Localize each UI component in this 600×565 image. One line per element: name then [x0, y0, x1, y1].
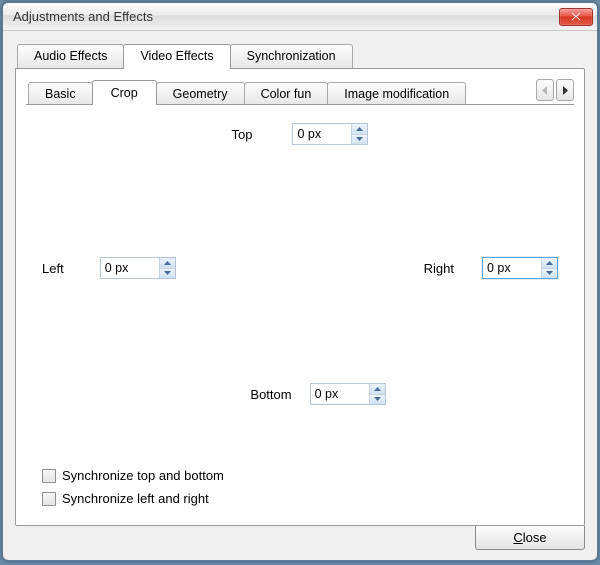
tab-scroll-left[interactable]: [536, 79, 554, 101]
spin-buttons: [351, 124, 367, 144]
crop-left-input[interactable]: [101, 258, 159, 278]
crop-panel: Top Left: [26, 104, 574, 520]
crop-left-label: Left: [42, 261, 64, 276]
sync-top-bottom-label: Synchronize top and bottom: [62, 468, 224, 483]
tab-image-modification[interactable]: Image modification: [327, 82, 466, 105]
spin-buttons: [369, 384, 385, 404]
chevron-down-icon: [374, 397, 381, 401]
spin-buttons: [541, 258, 557, 278]
footer: Close: [475, 524, 585, 550]
outer-tabs: Audio Effects Video Effects Synchronizat…: [15, 43, 585, 526]
tab-label: Crop: [111, 86, 138, 100]
close-button[interactable]: [559, 8, 593, 26]
window: Adjustments and Effects Audio Effects Vi…: [2, 2, 598, 561]
tab-label: Basic: [45, 87, 76, 101]
close-label-underline: C: [513, 530, 522, 545]
sync-top-bottom-row[interactable]: Synchronize top and bottom: [42, 468, 224, 483]
video-effects-panel: Basic Crop Geometry Color fun Image modi…: [15, 68, 585, 526]
spin-up-button[interactable]: [542, 258, 557, 268]
sync-left-right-label: Synchronize left and right: [62, 491, 209, 506]
tab-crop[interactable]: Crop: [92, 80, 157, 105]
tab-synchronization[interactable]: Synchronization: [230, 44, 353, 69]
crop-right-spinbox[interactable]: [482, 257, 558, 279]
spin-down-button[interactable]: [160, 268, 175, 279]
tab-label: Synchronization: [247, 49, 336, 63]
spin-up-button[interactable]: [160, 258, 175, 268]
tab-geometry[interactable]: Geometry: [156, 82, 245, 105]
tab-label: Geometry: [173, 87, 228, 101]
crop-bottom-label: Bottom: [250, 387, 291, 402]
chevron-up-icon: [164, 261, 171, 265]
crop-top-row: Top: [26, 123, 574, 145]
crop-bottom-spinbox[interactable]: [310, 383, 386, 405]
tab-basic[interactable]: Basic: [28, 82, 93, 105]
tab-scroll-right[interactable]: [556, 79, 574, 101]
close-icon: [571, 12, 581, 21]
crop-top-label: Top: [232, 127, 253, 142]
close-dialog-button[interactable]: Close: [475, 524, 585, 550]
crop-bottom-input[interactable]: [311, 384, 369, 404]
crop-right-label: Right: [424, 261, 454, 276]
sync-left-right-checkbox[interactable]: [42, 492, 56, 506]
chevron-up-icon: [546, 261, 553, 265]
crop-bottom-row: Bottom: [26, 383, 574, 405]
crop-right-input[interactable]: [483, 258, 541, 278]
tab-label: Video Effects: [140, 49, 213, 63]
outer-tabstrip: Audio Effects Video Effects Synchronizat…: [17, 43, 585, 68]
chevron-up-icon: [374, 387, 381, 391]
crop-top-input[interactable]: [293, 124, 351, 144]
chevron-right-icon: [562, 86, 568, 95]
sync-checks: Synchronize top and bottom Synchronize l…: [42, 468, 224, 506]
sync-left-right-row[interactable]: Synchronize left and right: [42, 491, 224, 506]
spin-down-button[interactable]: [542, 268, 557, 279]
spin-down-button[interactable]: [370, 394, 385, 405]
tab-label: Audio Effects: [34, 49, 107, 63]
inner-tabstrip: Basic Crop Geometry Color fun Image modi…: [28, 79, 574, 104]
tab-audio-effects[interactable]: Audio Effects: [17, 44, 124, 69]
crop-right-row: Right: [424, 257, 558, 279]
chevron-up-icon: [356, 127, 363, 131]
sync-top-bottom-checkbox[interactable]: [42, 469, 56, 483]
tab-video-effects[interactable]: Video Effects: [123, 44, 230, 69]
spin-down-button[interactable]: [352, 134, 367, 145]
chevron-down-icon: [356, 137, 363, 141]
tab-label: Image modification: [344, 87, 449, 101]
chevron-down-icon: [546, 271, 553, 275]
spin-up-button[interactable]: [352, 124, 367, 134]
tab-scroll-buttons: [534, 79, 574, 101]
spin-up-button[interactable]: [370, 384, 385, 394]
crop-left-row: Left: [42, 257, 176, 279]
crop-left-spinbox[interactable]: [100, 257, 176, 279]
crop-top-spinbox[interactable]: [292, 123, 368, 145]
chevron-down-icon: [164, 271, 171, 275]
tab-color-fun[interactable]: Color fun: [244, 82, 329, 105]
chevron-left-icon: [542, 86, 548, 95]
spin-buttons: [159, 258, 175, 278]
window-title: Adjustments and Effects: [13, 9, 559, 24]
close-label-post: lose: [523, 530, 547, 545]
client-area: Audio Effects Video Effects Synchronizat…: [3, 31, 597, 560]
tab-label: Color fun: [261, 87, 312, 101]
inner-tabwrap: Basic Crop Geometry Color fun Image modi…: [16, 69, 584, 520]
titlebar: Adjustments and Effects: [3, 3, 597, 31]
